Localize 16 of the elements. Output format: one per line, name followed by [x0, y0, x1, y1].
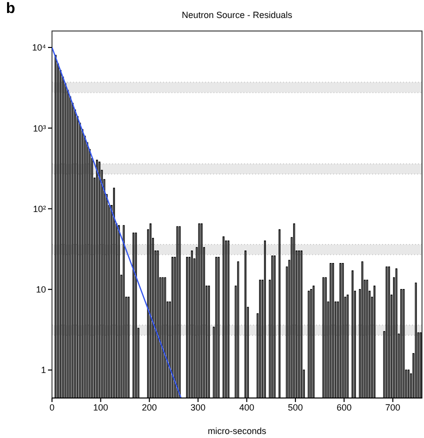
x-tick-label: 500: [288, 402, 303, 412]
y-tick-label: 1: [40, 365, 46, 376]
x-tick-label: 700: [385, 402, 400, 412]
x-tick-label: 200: [142, 402, 157, 412]
x-tick-label: 100: [93, 402, 108, 412]
x-tick-label: 400: [239, 402, 254, 412]
x-tick-label: 300: [190, 402, 206, 412]
y-tick-label: 10²: [32, 204, 46, 214]
y-tick-label: 10³: [32, 123, 46, 134]
text: b: [6, 0, 16, 17]
y-tick-label: 10⁴: [32, 42, 46, 53]
x-tick-label: 0: [49, 402, 55, 412]
x-tick-label: 600: [336, 402, 352, 412]
x-axis-title: micro-seconds: [208, 426, 267, 436]
y-tick-label: 10: [36, 284, 46, 295]
chart-title: Neutron Source - Residuals: [180, 10, 294, 20]
